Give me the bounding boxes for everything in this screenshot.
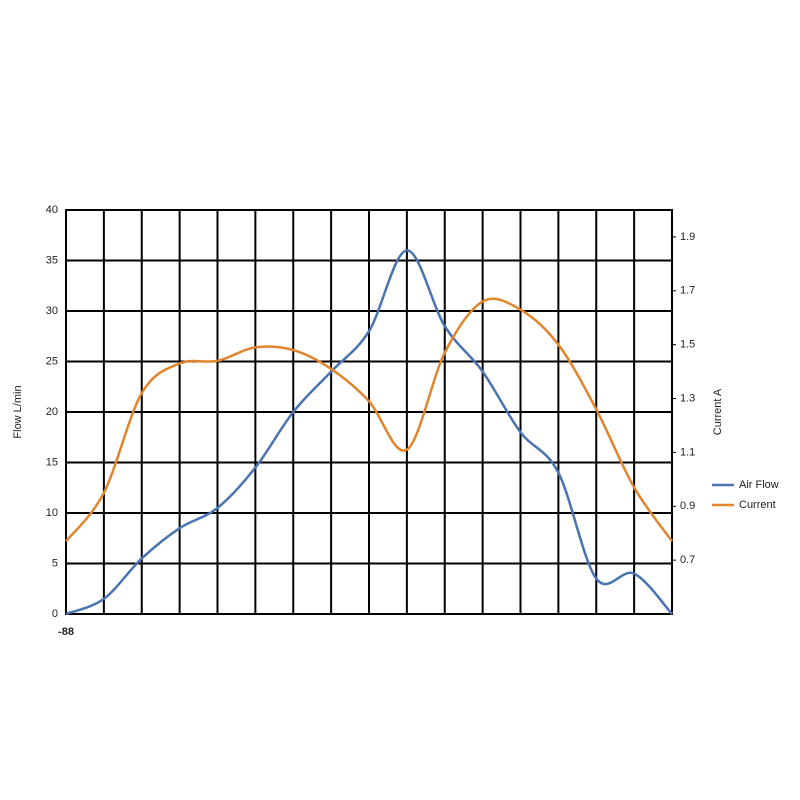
y2-tick-label: 1.3: [680, 392, 695, 404]
y-tick-label: 35: [46, 254, 58, 266]
y-tick-label: 5: [52, 557, 58, 569]
legend-label: Current: [739, 499, 776, 511]
y2-tick-label: 1.1: [680, 446, 695, 458]
plot-frame: [65, 209, 673, 615]
y-tick-label: 40: [46, 204, 58, 216]
y-tick-label: 15: [46, 456, 58, 468]
y2-tick-label: 1.9: [680, 231, 695, 243]
y-axis-label: Flow L/min: [12, 385, 24, 438]
y2-tick-label: 1.5: [680, 339, 695, 351]
x-tick-label: -88: [58, 626, 74, 638]
y2-tick-label: 0.9: [680, 500, 695, 512]
y2-axis-label: Current A: [712, 388, 724, 435]
series-line: [65, 297, 674, 543]
y2-tick-label: 0.7: [680, 554, 695, 566]
y-tick-label: 25: [46, 355, 58, 367]
y2-tick-label: 1.7: [680, 285, 695, 297]
y-tick-label: 20: [46, 406, 58, 418]
y-tick-label: 0: [52, 608, 58, 620]
legend-label: Air Flow: [739, 479, 779, 491]
series-line: [65, 249, 673, 616]
y-tick-label: 10: [46, 507, 58, 519]
y-tick-label: 30: [46, 305, 58, 317]
